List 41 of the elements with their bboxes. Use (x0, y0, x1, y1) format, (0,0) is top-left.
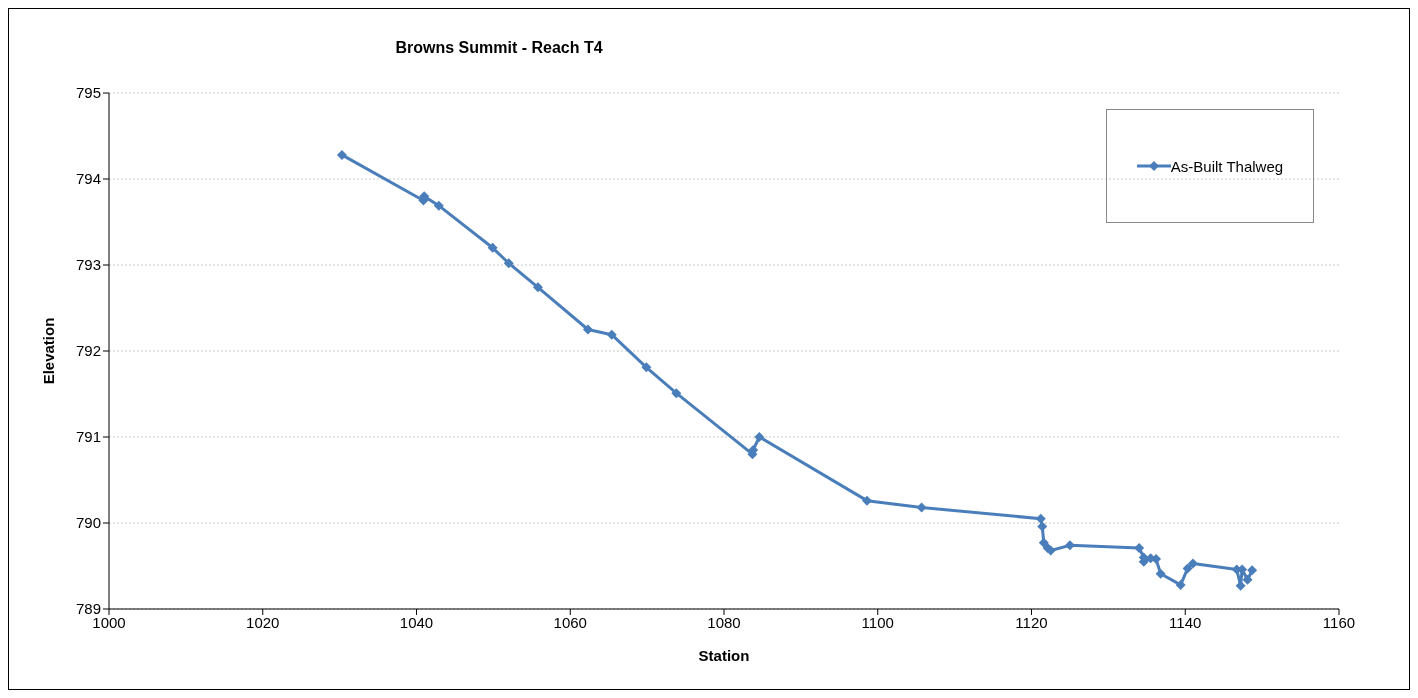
point (503, 258, 514, 269)
point (1064, 540, 1075, 551)
y-tick-label: 790 (75, 514, 101, 532)
x-tick-label: 1120 (1015, 613, 1048, 631)
point (1175, 579, 1186, 590)
point (1247, 565, 1258, 576)
x-tick-label: 1160 (1322, 613, 1356, 631)
point (532, 282, 543, 293)
point (1182, 563, 1193, 574)
point (1187, 558, 1198, 569)
point (1155, 568, 1166, 579)
point (754, 432, 765, 442)
x-tick-label: 1040 (399, 613, 434, 631)
point (916, 502, 927, 513)
point (1038, 537, 1049, 548)
y-tick-label: 791 (75, 428, 101, 446)
y-tick-label: 793 (75, 256, 101, 274)
y-axis-title: Elevation (40, 317, 58, 385)
point (336, 149, 347, 160)
y-tick-label: 792 (75, 342, 101, 360)
x-tick-label: 1060 (553, 613, 587, 631)
chart-title: Browns Summit - Reach T4 (394, 39, 604, 57)
y-tick-label: 794 (75, 170, 101, 188)
x-tick-label: 1080 (707, 613, 741, 631)
x-tick-label: 1100 (861, 613, 894, 631)
x-tick-label: 1020 (246, 613, 280, 631)
x-tick-label: 1140 (1169, 613, 1202, 631)
point (487, 242, 498, 253)
point (1242, 574, 1253, 585)
point (606, 329, 617, 340)
point (1035, 513, 1046, 524)
point (671, 388, 682, 399)
point (1134, 542, 1145, 553)
point (582, 324, 593, 335)
point (1037, 521, 1048, 532)
point (861, 495, 872, 506)
point (641, 362, 652, 373)
point (433, 200, 444, 211)
legend-label: As-Built Thalweg (1170, 157, 1284, 175)
y-tick-label: 795 (75, 84, 101, 102)
x-axis-title: Station (698, 647, 750, 664)
